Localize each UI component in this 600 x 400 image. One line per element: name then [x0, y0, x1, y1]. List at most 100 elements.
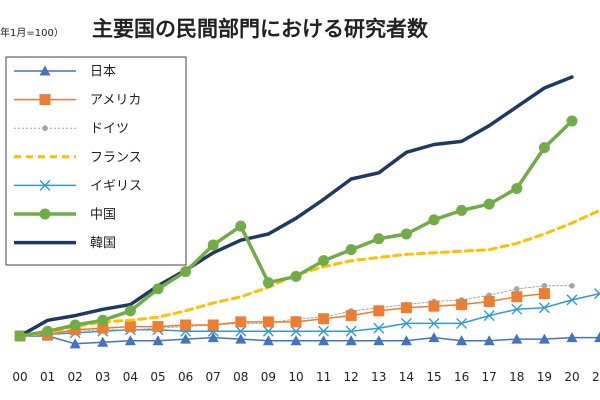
data-point — [511, 182, 523, 194]
data-point — [514, 286, 520, 292]
unit-label: 年1月=100） — [0, 26, 64, 39]
data-point — [207, 239, 219, 251]
series-日本 — [14, 330, 600, 349]
data-point — [235, 220, 247, 232]
data-point — [400, 228, 412, 240]
data-point — [538, 142, 550, 154]
x-tick-label: 07 — [206, 370, 221, 384]
legend-entry: アメリカ — [14, 93, 141, 108]
series-アメリカ — [14, 288, 550, 342]
data-point — [180, 266, 192, 278]
x-tick-label: 02 — [68, 370, 83, 384]
data-point — [262, 325, 274, 337]
data-point — [262, 277, 274, 289]
data-point — [152, 335, 164, 346]
data-point — [566, 115, 578, 127]
data-point — [594, 332, 600, 343]
data-point — [290, 325, 302, 337]
data-point — [180, 333, 192, 344]
data-point — [456, 317, 468, 329]
legend-box — [5, 56, 187, 266]
data-point — [511, 303, 523, 315]
x-tick-label: 10 — [288, 370, 303, 384]
data-point — [290, 270, 302, 282]
data-point — [290, 335, 302, 346]
data-point — [345, 325, 357, 337]
data-point — [428, 214, 440, 226]
legend-label: アメリカ — [90, 93, 141, 108]
x-tick-label: 08 — [233, 370, 248, 384]
data-point — [124, 335, 136, 346]
data-point — [456, 204, 468, 216]
x-tick-label: 21 — [592, 370, 600, 384]
legend-marker — [39, 65, 51, 76]
data-point — [97, 336, 109, 347]
data-point — [262, 335, 274, 346]
data-point — [235, 316, 247, 328]
data-point — [400, 335, 412, 346]
legend-entry: 日本 — [14, 65, 116, 80]
data-point — [235, 333, 247, 344]
legend-label: フランス — [90, 150, 142, 165]
data-point — [318, 325, 330, 337]
x-tick-label: 15 — [426, 370, 441, 384]
x-tick-label: 06 — [178, 370, 193, 384]
legend-label: 中国 — [90, 208, 116, 223]
legend-entry: ドイツ — [14, 122, 129, 137]
data-point — [456, 299, 468, 311]
data-point — [483, 310, 495, 322]
x-axis: 00 01 02 03 04 05 06 07 08 09 10 11 12 13 14 15 16 17 18 19… — [12, 370, 600, 384]
legend-label: イギリス — [90, 179, 142, 194]
data-point — [569, 282, 575, 289]
data-point — [428, 317, 440, 329]
x-tick-label: 18 — [509, 370, 524, 384]
legend-marker — [39, 179, 51, 191]
x-tick-label: 00 — [12, 370, 27, 384]
data-point — [235, 325, 247, 337]
x-tick-label: 04 — [123, 370, 138, 384]
data-point — [124, 321, 136, 333]
data-point — [152, 283, 164, 295]
series-line — [19, 292, 600, 337]
legend-entry: 韓国 — [14, 236, 116, 251]
legend-marker — [42, 125, 48, 131]
data-point — [318, 313, 330, 325]
series-中国 — [14, 115, 578, 342]
data-point — [566, 332, 578, 343]
data-point — [318, 335, 330, 346]
data-point — [511, 291, 523, 303]
legend-entry: 中国 — [14, 208, 116, 223]
series-line — [18, 208, 600, 338]
data-point — [428, 332, 440, 343]
data-point — [97, 314, 109, 326]
data-point — [14, 330, 26, 342]
x-tick-label: 16 — [454, 370, 469, 384]
data-point — [262, 316, 274, 328]
x-tick-label: 13 — [371, 370, 386, 384]
series-layer — [14, 75, 600, 349]
data-point — [483, 295, 495, 307]
data-point — [373, 233, 385, 245]
data-point — [42, 325, 54, 337]
chart-title: 主要国の民間部門における研究者数 — [92, 17, 429, 41]
data-point — [207, 319, 219, 331]
legend-marker — [39, 94, 51, 106]
data-point — [345, 310, 357, 322]
data-point — [538, 288, 550, 300]
x-tick-label: 01 — [40, 370, 55, 384]
data-point — [180, 319, 192, 331]
series-韓国 — [18, 75, 574, 338]
data-point — [511, 333, 523, 344]
data-point — [566, 294, 578, 306]
x-tick-label: 11 — [316, 370, 331, 384]
data-point — [345, 335, 357, 346]
x-tick-label: 12 — [344, 370, 359, 384]
data-point — [538, 302, 550, 314]
legend-entry: イギリス — [14, 179, 142, 194]
data-point — [373, 335, 385, 346]
x-tick-label: 03 — [95, 370, 110, 384]
